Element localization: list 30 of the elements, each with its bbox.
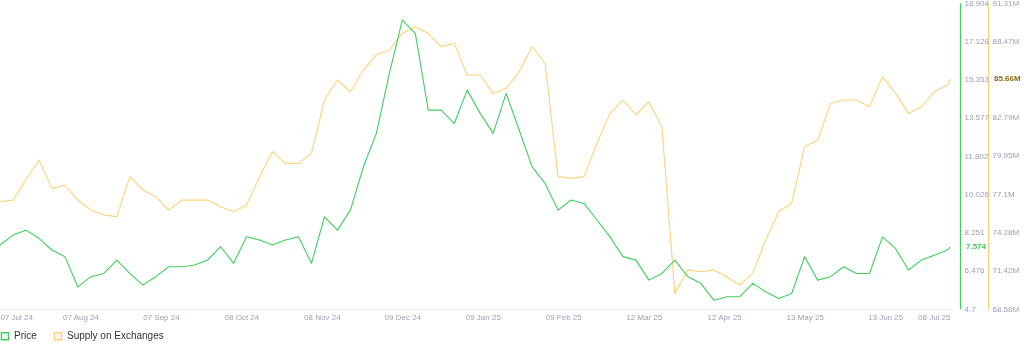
- annotation: 7.574: [966, 242, 987, 252]
- y2-tick-label: 91.31M: [992, 0, 1020, 8]
- y2-tick-label: 68.58M: [992, 304, 1020, 314]
- x-tick-label: 12 Apr 25: [707, 312, 743, 322]
- x-tick-label: 07 Aug 24: [62, 312, 100, 322]
- y-tick-label: 8.251: [964, 228, 986, 237]
- x-tick-label: 07 Sep 24: [143, 312, 181, 322]
- y2-tick-label: 82.79M: [992, 113, 1020, 123]
- y2-tick-label: 74.28M: [992, 227, 1020, 237]
- x-tick-label: 13 Jun 25: [868, 312, 904, 322]
- y-tick-label: 11.802: [964, 151, 989, 161]
- y-tick-label: 4.7: [964, 304, 977, 314]
- y-tick-label: 18.904: [964, 0, 990, 8]
- x-tick-label: 13 May 25: [786, 312, 825, 322]
- x-tick-label: 09 Jan 25: [465, 312, 502, 322]
- x-tick-label: 08 Oct 24: [224, 312, 260, 322]
- y2-tick-label: 77.1M: [992, 189, 1016, 199]
- y2-tick-label: 88.47M: [992, 36, 1020, 46]
- y2-tick-label: 79.95M: [992, 151, 1020, 161]
- x-tick-label: 12 Mar 25: [626, 312, 663, 322]
- legend-label: Supply on Exchanges: [67, 330, 164, 342]
- x-tick-label: 08 Nov 24: [304, 312, 342, 322]
- y-tick-label: 6.476: [964, 266, 986, 276]
- y2-tick-label: 71.42M: [992, 266, 1020, 276]
- x-tick-label: 08 Jul 25: [918, 312, 952, 322]
- x-tick-label: 09 Dec 24: [384, 312, 422, 322]
- x-tick-label: 09 Feb 25: [545, 312, 583, 322]
- x-tick-label: 07 Jul 24: [0, 312, 34, 322]
- text: 85.66M: [994, 74, 1022, 84]
- legend-label: Price: [14, 330, 38, 342]
